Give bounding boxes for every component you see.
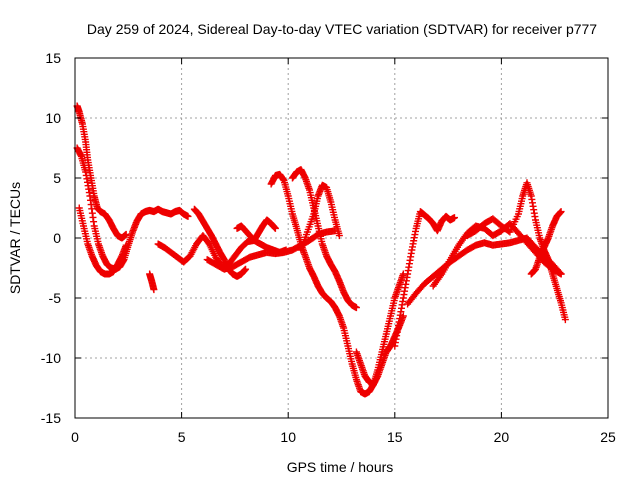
x-tick-label: 0 (71, 429, 79, 445)
y-tick-label: 5 (53, 170, 61, 186)
x-axis-label: GPS time / hours (287, 459, 394, 475)
x-tick-label: 5 (178, 429, 186, 445)
data-point (399, 312, 407, 320)
y-tick-label: 0 (53, 230, 61, 246)
data-marks (73, 102, 569, 398)
series-arc-17 (527, 208, 565, 278)
x-tick-label: 25 (600, 429, 616, 445)
axis-ticks: 0 5 10 15 20 25 -15 -10 -5 0 5 10 15 (41, 50, 616, 445)
data-point (271, 224, 279, 232)
data-point (122, 241, 130, 249)
x-tick-label: 10 (280, 429, 296, 445)
x-tick-label: 15 (387, 429, 403, 445)
data-point (150, 286, 158, 294)
y-tick-label: 10 (45, 110, 61, 126)
y-tick-label: 15 (45, 50, 61, 66)
series-arc-16 (463, 179, 569, 324)
chart-title: Day 259 of 2024, Sidereal Day-to-day VTE… (87, 21, 597, 37)
series-arc-8 (233, 216, 279, 244)
data-point (352, 304, 360, 312)
y-tick-label: -5 (49, 290, 62, 306)
x-tick-label: 20 (494, 429, 510, 445)
series-arc-2 (73, 102, 130, 242)
series-arc-6 (190, 205, 250, 280)
data-point (450, 214, 458, 222)
series-arc-11 (297, 181, 343, 254)
series-arc-13 (391, 208, 458, 350)
series-arc-4 (146, 270, 158, 294)
data-point (184, 212, 192, 220)
grid (75, 58, 608, 418)
series-arc-9 (267, 170, 407, 398)
series-arc-3 (75, 204, 130, 278)
y-tick-label: -15 (41, 410, 61, 426)
y-axis-label: SDTVAR / TECUs (7, 182, 23, 294)
data-point (242, 265, 250, 273)
data-point (122, 230, 130, 238)
y-tick-label: -10 (41, 350, 61, 366)
data-point (557, 208, 565, 216)
data-point (335, 232, 343, 240)
data-point (561, 316, 569, 324)
data-point (557, 270, 565, 278)
